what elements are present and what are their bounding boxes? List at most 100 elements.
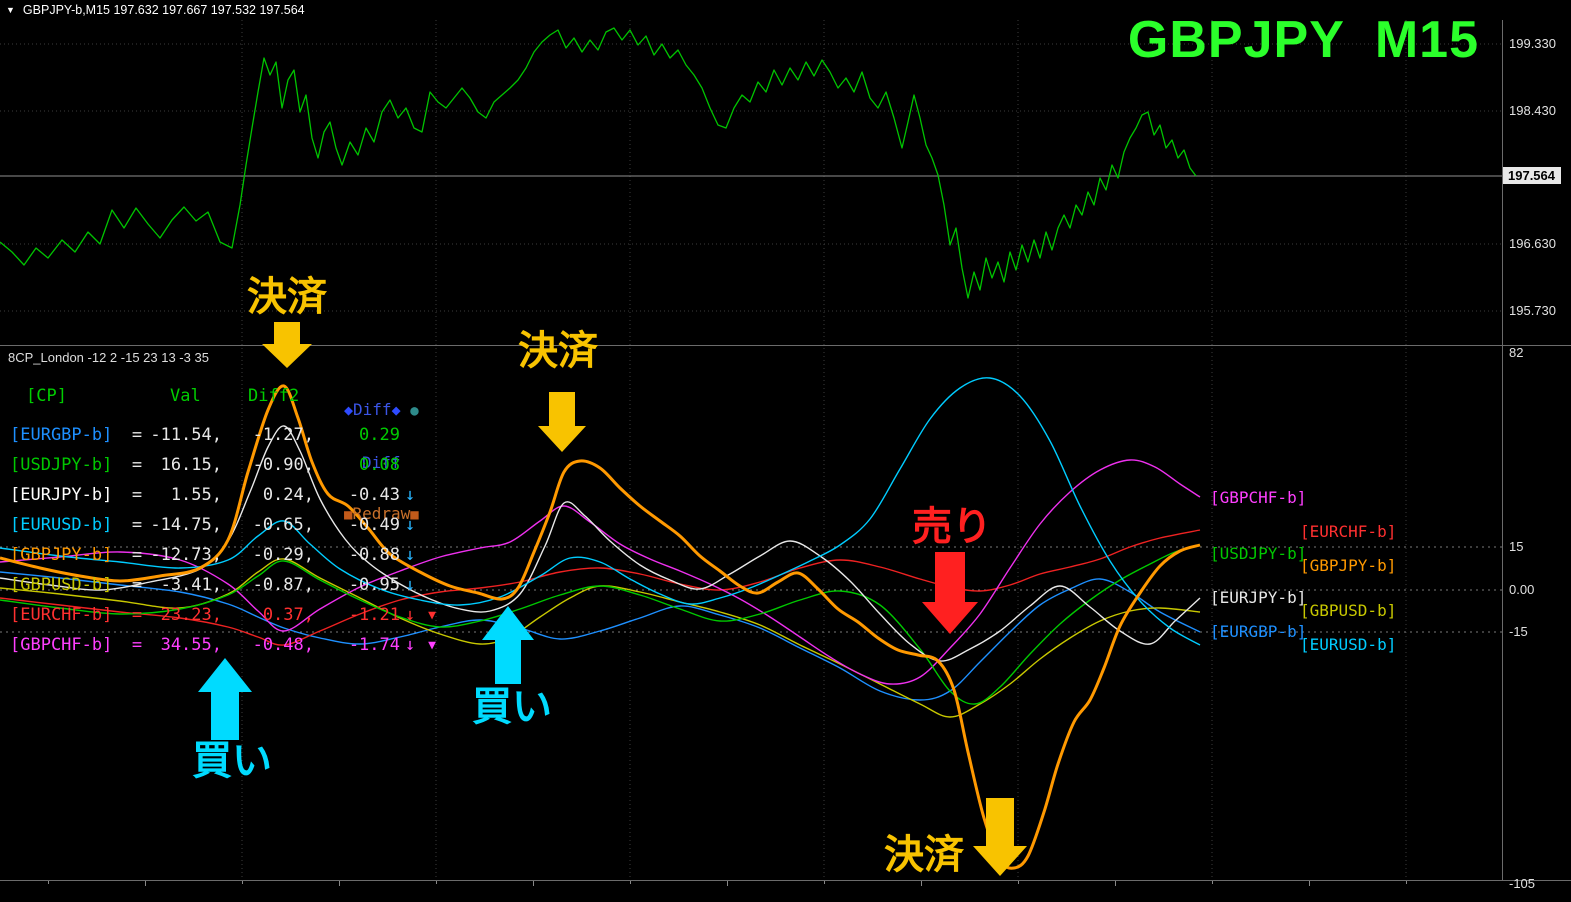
diff-direction-arrow-icon: ↓	[404, 635, 416, 655]
price-scale-label: 198.430	[1509, 103, 1556, 118]
indicator-table-header: [CP] Val Diff2	[0, 386, 460, 406]
annotation-close-3[interactable]: 決済	[884, 833, 964, 877]
time-tick	[1309, 881, 1310, 886]
indicator-scale-label: 82	[1509, 345, 1524, 360]
pair-diff: -0.43	[348, 485, 400, 505]
indicator-table: [EURGBP-b] = -11.54, -1.27, 0.29 [USDJPY-b] = 1…	[10, 420, 444, 660]
annotation-close-1[interactable]: 決済	[247, 275, 327, 319]
indicator-legend: ◆Diff◆ ● Diff ■Redraw■	[344, 367, 419, 558]
indicator-series-GBPCHF-b	[0, 459, 1201, 685]
legend-diff-label-2: Diff	[362, 453, 401, 472]
indicator-scale-label: -105	[1509, 876, 1536, 891]
legend-redraw-label: Redraw	[352, 504, 411, 523]
time-tick	[1406, 881, 1407, 884]
pair-name: [GBPUSD-b]	[10, 575, 113, 595]
diff-direction-arrow-icon: ↓	[404, 575, 416, 595]
legend-redraw-row: ■Redraw■	[344, 505, 419, 524]
time-scale[interactable]	[0, 881, 1571, 902]
pair-diff2: -0.29,	[252, 545, 314, 565]
time-tick	[48, 881, 49, 884]
pair-diff2: -0.48,	[252, 635, 314, 655]
signal-marker-icon: ▼	[428, 607, 436, 623]
header-cp: [CP]	[26, 386, 67, 406]
pair-diff2: -0.65,	[252, 515, 314, 535]
diff-direction-arrow-icon: ↓	[404, 515, 416, 535]
indicator-name-label: 8CP_London -12 2 -15 23 13 -3 35	[8, 350, 209, 365]
price-scale-separator	[1502, 20, 1503, 902]
square-icon: ■	[410, 507, 419, 523]
pair-diff: -0.88	[348, 545, 400, 565]
diff-direction-arrow-icon: ↓	[404, 605, 416, 625]
pair-val: -12.73,	[150, 545, 222, 565]
pair-diff: -0.95	[348, 575, 400, 595]
title-bar-text: GBPJPY-b,M15 197.632 197.667 197.532 197…	[22, 3, 305, 17]
time-tick	[921, 881, 922, 886]
symbol-dropdown-icon[interactable]: ▼	[6, 4, 15, 15]
indicator-series-GBPUSD-b	[0, 558, 1201, 718]
annotation-sell[interactable]: 売り	[912, 505, 992, 549]
indicator-table-row: [EURCHF-b] = 23.23, 0.37, -1.21 ↓ ▼	[10, 600, 444, 630]
indicator-window-separator[interactable]	[0, 345, 1571, 346]
indicator-scale-label: -15	[1509, 624, 1528, 639]
price-scale-label: 196.630	[1509, 236, 1556, 251]
legend-diff-label: Diff	[353, 400, 392, 419]
price-scale-label: 195.730	[1509, 303, 1556, 318]
pair-val: -3.41,	[160, 575, 222, 595]
pair-name: [EURCHF-b]	[10, 605, 113, 625]
diamond-icon: ◆	[391, 401, 401, 419]
equals-sign: =	[131, 545, 143, 565]
pair-line-label: [EURJPY-b]	[1210, 588, 1307, 607]
pair-diff2: -0.90,	[252, 455, 314, 475]
diff-direction-arrow-icon: ↓	[404, 485, 416, 505]
time-tick	[1115, 881, 1116, 886]
indicator-series-EURJPY-b	[0, 425, 1201, 662]
pair-line-label: [GBPCHF-b]	[1210, 488, 1307, 507]
pair-diff: 0.08	[359, 455, 400, 475]
indicator-scale-label: 0.00	[1509, 582, 1535, 597]
legend-diff-row: ◆Diff◆ ●	[344, 401, 419, 420]
indicator-series-EURCHF-b	[0, 529, 1201, 646]
title-bar: ▼ GBPJPY-b,M15 197.632 197.667 197.532 1…	[0, 0, 1571, 20]
pair-diff2: -1.27,	[252, 425, 314, 445]
indicator-table-row: [EURUSD-b] = -14.75, -0.65, -0.49 ↓	[10, 510, 444, 540]
time-scale-separator	[0, 880, 1571, 881]
pair-val: -14.75,	[150, 515, 222, 535]
pair-name: [GBPJPY-b]	[10, 545, 113, 565]
pair-val: 16.15,	[160, 455, 222, 475]
annotation-buy-2[interactable]: 買い	[472, 685, 552, 729]
time-tick	[1212, 881, 1213, 884]
equals-sign: =	[131, 425, 143, 445]
header-val: Val	[170, 386, 201, 406]
pair-name: [EURJPY-b]	[10, 485, 113, 505]
pair-line-label: [EURUSD-b]	[1300, 635, 1397, 654]
equals-sign: =	[131, 575, 143, 595]
indicator-table-row: [GBPJPY-b] = -12.73, -0.29, -0.88 ↓	[10, 540, 444, 570]
pair-name: [EURGBP-b]	[10, 425, 113, 445]
time-tick	[1018, 881, 1019, 884]
indicator-table-row: [GBPCHF-b] = 34.55, -0.48, -1.74 ↓ ▼	[10, 630, 444, 660]
current-price-label: 197.564	[1503, 167, 1561, 184]
square-icon: ■	[344, 507, 353, 523]
equals-sign: =	[131, 515, 143, 535]
annotation-buy-1[interactable]: 買い	[192, 739, 272, 783]
indicator-series-GBPJPY-b	[0, 384, 1201, 870]
equals-sign: =	[131, 635, 143, 655]
equals-sign: =	[131, 485, 143, 505]
signal-marker-icon: ▼	[428, 637, 436, 653]
legend-diff-row-2: Diff	[344, 454, 419, 471]
pair-val: -11.54,	[150, 425, 222, 445]
pair-line-label: [GBPUSD-b]	[1300, 601, 1397, 620]
pair-line-label: [USDJPY-b]	[1210, 544, 1307, 563]
time-tick	[630, 881, 631, 884]
annotation-close-2[interactable]: 決済	[518, 329, 598, 373]
price-scale-label: 199.330	[1509, 36, 1556, 51]
price-scale[interactable]: 199.330 198.430 196.630 195.730 197.564	[1502, 0, 1571, 902]
pair-diff: -1.21	[348, 605, 400, 625]
pair-diff2: 0.24,	[262, 485, 314, 505]
pair-val: 34.55,	[160, 635, 222, 655]
indicator-table-row: [USDJPY-b] = 16.15, -0.90, 0.08	[10, 450, 444, 480]
time-tick	[436, 881, 437, 884]
pair-diff: 0.29	[359, 425, 400, 445]
